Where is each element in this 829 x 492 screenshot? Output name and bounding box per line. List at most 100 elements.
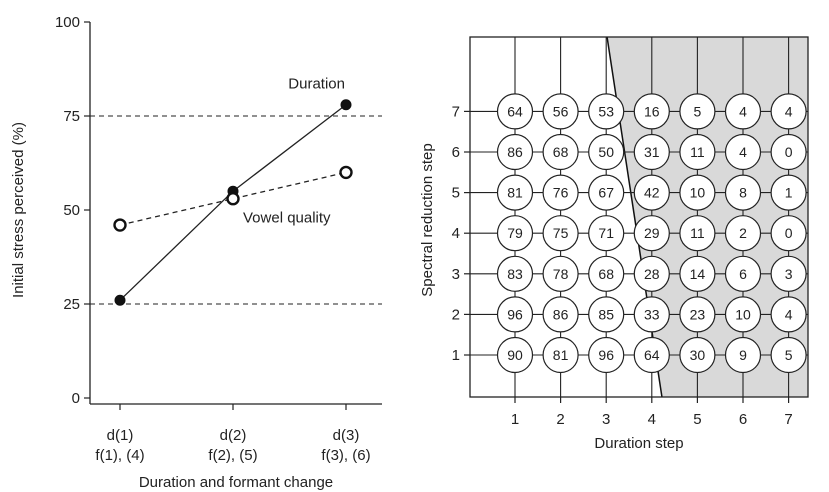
series-line-vowel-quality (119, 171, 347, 226)
y-tick-label: 0 (72, 390, 80, 407)
data-point (339, 165, 353, 180)
y-tick-label: 75 (63, 108, 80, 125)
value-cell-circle (496, 133, 534, 171)
value-cell-label: 4 (785, 103, 793, 119)
value-cell-label: 28 (644, 266, 660, 282)
y-tick-label: 1 (452, 347, 460, 364)
value-cell-label: 78 (553, 266, 569, 282)
data-point (113, 218, 127, 232)
value-cell-label: 16 (644, 103, 660, 119)
value-cell-label: 67 (598, 185, 614, 201)
value-cell-label: 4 (739, 103, 747, 119)
value-cell-circle (633, 336, 670, 374)
value-cell-label: 96 (507, 306, 523, 322)
value-cell-circle (588, 296, 625, 333)
value-cell-circle (770, 174, 807, 211)
value-cell-circle (588, 93, 625, 130)
x-tick-label: 6 (739, 411, 747, 428)
x-tick-label: d(3) (333, 427, 360, 444)
value-cell-circle (496, 255, 534, 292)
value-cell-label: 10 (735, 306, 751, 322)
value-cell-circle (633, 296, 670, 333)
value-cell-label: 31 (644, 144, 660, 160)
value-cell-circle (679, 215, 716, 252)
value-cell-circle (496, 215, 534, 252)
value-cell-label: 83 (507, 266, 523, 282)
value-cell-circle (724, 255, 762, 292)
value-cell-circle (679, 93, 716, 130)
value-cell-circle (724, 93, 762, 130)
value-cell-label: 30 (690, 347, 706, 363)
x-tick-label: d(1) (107, 427, 134, 444)
x-tick-label: f(1), (4) (95, 447, 144, 464)
value-cell-circle (542, 174, 579, 211)
value-cell-label: 6 (739, 266, 747, 282)
value-cell-label: 5 (785, 347, 793, 363)
value-cell-label: 9 (739, 347, 747, 363)
value-cell-label: 86 (553, 306, 569, 322)
value-cell-circle (633, 174, 670, 211)
value-cell-label: 5 (694, 103, 702, 119)
y-tick-label: 2 (452, 306, 460, 323)
value-cell-circle (770, 133, 807, 171)
value-cell-label: 90 (507, 347, 523, 363)
value-cell-label: 29 (644, 225, 660, 241)
value-cell-circle (679, 133, 716, 171)
y-tick-label: 100 (55, 14, 80, 31)
value-cell-label: 33 (644, 306, 660, 322)
x-tick-label: 5 (693, 411, 701, 428)
x-axis-title: Duration step (594, 435, 683, 452)
value-cell-label: 79 (507, 225, 523, 241)
y-tick-label: 4 (452, 225, 460, 242)
value-cell-circle (679, 174, 716, 211)
value-cell-circle (633, 255, 670, 292)
value-cell-circle (588, 336, 625, 374)
stress-line-chart: 0 25 50 75 100 d(1) f(1), (4) d(2) f(2), (5) d(3)… (10, 14, 382, 491)
series-label-duration: Duration (288, 76, 345, 93)
value-cell-label: 2 (739, 225, 747, 241)
value-cell-label: 68 (598, 266, 614, 282)
value-cell-circle (496, 296, 534, 333)
x-tick-label: 2 (556, 411, 564, 428)
value-cell-circle (679, 336, 716, 374)
x-tick-label: 4 (648, 411, 656, 428)
value-cell-circle (542, 133, 579, 171)
value-cell-circle (770, 336, 807, 374)
value-cell-circle (679, 255, 716, 292)
value-cell-circle (588, 255, 625, 292)
value-cell-circle (542, 255, 579, 292)
value-cell-circle (542, 93, 579, 130)
value-cell-label: 76 (553, 185, 569, 201)
x-tick-label: f(3), (6) (321, 447, 370, 464)
value-cell-label: 68 (553, 144, 569, 160)
value-cell-label: 4 (739, 144, 747, 160)
y-axis-title: Spectral reduction step (419, 143, 436, 296)
x-axis-title: Duration and formant change (139, 474, 333, 491)
value-cell-label: 64 (644, 347, 660, 363)
value-cell-label: 85 (598, 306, 614, 322)
value-cell-label: 23 (690, 306, 706, 322)
value-cell-label: 0 (785, 225, 793, 241)
data-point (340, 99, 352, 111)
value-cell-circle (588, 215, 625, 252)
y-tick-label: 25 (63, 296, 80, 313)
y-axis-title: Initial stress perceived (%) (10, 122, 27, 298)
data-point (114, 294, 126, 306)
value-cell-label: 96 (598, 347, 614, 363)
data-point (226, 192, 240, 206)
value-cell-label: 50 (598, 144, 614, 160)
x-tick-label: 1 (511, 411, 519, 428)
value-cell-circle (633, 133, 670, 171)
y-tick-label: 3 (452, 266, 460, 283)
value-cell-circle (770, 93, 807, 130)
value-cell-label: 11 (690, 144, 705, 160)
value-cell-circle (633, 215, 670, 252)
series-label-vowel-quality: Vowel quality (243, 210, 331, 227)
y-tick-label: 50 (63, 202, 80, 219)
value-cell-circle (770, 296, 807, 333)
value-cell-label: 3 (785, 266, 793, 282)
x-tick-label: d(2) (220, 427, 247, 444)
x-tick-label: 7 (784, 411, 792, 428)
